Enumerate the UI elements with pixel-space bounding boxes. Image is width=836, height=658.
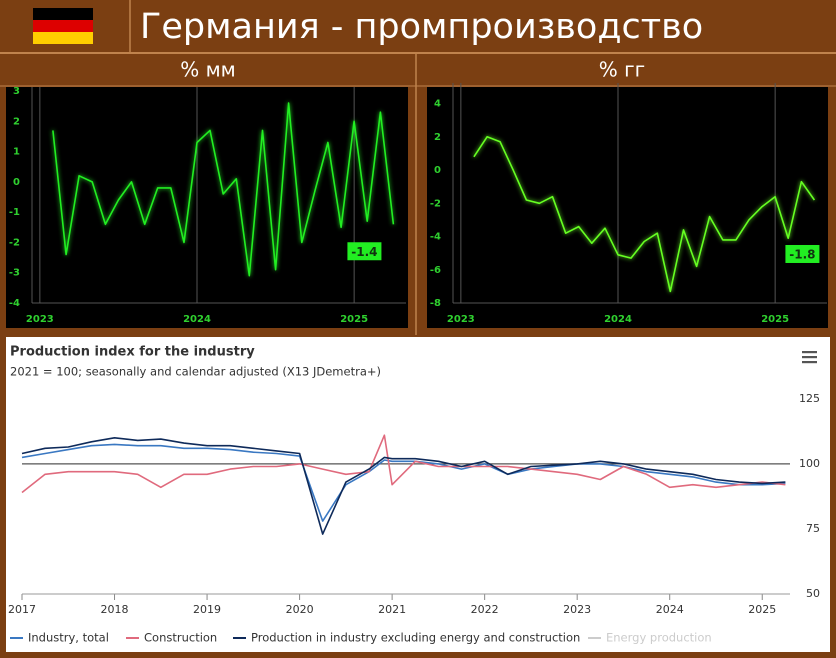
x-tick-label: 2025 [748, 603, 776, 616]
chart-subtitle: 2021 = 100; seasonally and calendar adju… [10, 365, 381, 379]
menu-bar[interactable] [802, 351, 817, 354]
y-tick-label: -6 [430, 265, 441, 276]
y-tick-label: 100 [799, 457, 820, 470]
annotation-box [785, 244, 820, 263]
chart-title: Production index for the industry [10, 345, 255, 360]
x-tick-label: 2025 [761, 314, 789, 325]
y-tick-label: -8 [430, 298, 441, 309]
y-tick-label: 1 [13, 147, 20, 158]
flag-stripe [33, 32, 93, 44]
panel-label: % гг [599, 58, 645, 82]
y-tick-label: 50 [806, 587, 820, 600]
y-tick-label: 4 [434, 99, 441, 110]
line-series [473, 136, 816, 293]
x-tick-label: 2022 [471, 603, 499, 616]
legend-label[interactable]: Production in industry excluding energy … [251, 631, 580, 645]
x-tick-label: 2019 [193, 603, 221, 616]
annotation-text: -1.8 [789, 247, 815, 261]
page-title: Германия - промпроизводство [140, 7, 703, 47]
x-tick-label: 2023 [447, 314, 475, 325]
chart-background [6, 87, 408, 328]
flag [33, 8, 93, 44]
menu-icon[interactable] [802, 351, 817, 364]
legend-label[interactable]: Energy production [606, 631, 712, 645]
y-tick-label: 2 [434, 132, 441, 143]
chart-background [6, 337, 830, 652]
line-series [21, 434, 786, 494]
x-tick-label: 2023 [26, 314, 54, 325]
y-tick-label: -3 [9, 268, 20, 279]
line-series [52, 102, 395, 277]
annotation-text: -1.4 [351, 245, 377, 259]
y-tick-label: 3 [13, 86, 20, 97]
x-tick-label: 2024 [656, 603, 684, 616]
x-tick-label: 2025 [340, 314, 368, 325]
flag-stripe [33, 8, 93, 20]
x-tick-label: 2018 [101, 603, 129, 616]
y-tick-label: -2 [9, 237, 20, 248]
y-tick-label: -4 [9, 298, 20, 309]
menu-bar[interactable] [802, 356, 817, 359]
y-tick-label: -4 [430, 232, 441, 243]
y-tick-label: 75 [806, 522, 820, 535]
x-tick-label: 2023 [563, 603, 591, 616]
x-tick-label: 2021 [378, 603, 406, 616]
menu-bar[interactable] [802, 361, 817, 364]
y-tick-label: 0 [434, 165, 441, 176]
y-tick-label: 2 [13, 116, 20, 127]
flag-stripe [33, 20, 93, 32]
chart-background [427, 87, 828, 328]
line-series [21, 443, 786, 522]
x-tick-label: 2017 [8, 603, 36, 616]
legend-label[interactable]: Industry, total [28, 631, 109, 645]
y-tick-label: 0 [13, 177, 20, 188]
x-tick-label: 2024 [604, 314, 632, 325]
annotation-box [347, 242, 382, 261]
x-tick-label: 2020 [286, 603, 314, 616]
legend-label[interactable]: Construction [144, 631, 217, 645]
y-tick-label: -1 [9, 207, 20, 218]
line-series [21, 437, 786, 535]
panel-label: % мм [180, 58, 236, 82]
y-tick-label: 125 [799, 392, 820, 405]
x-tick-label: 2024 [183, 314, 211, 325]
y-tick-label: -2 [430, 198, 441, 209]
